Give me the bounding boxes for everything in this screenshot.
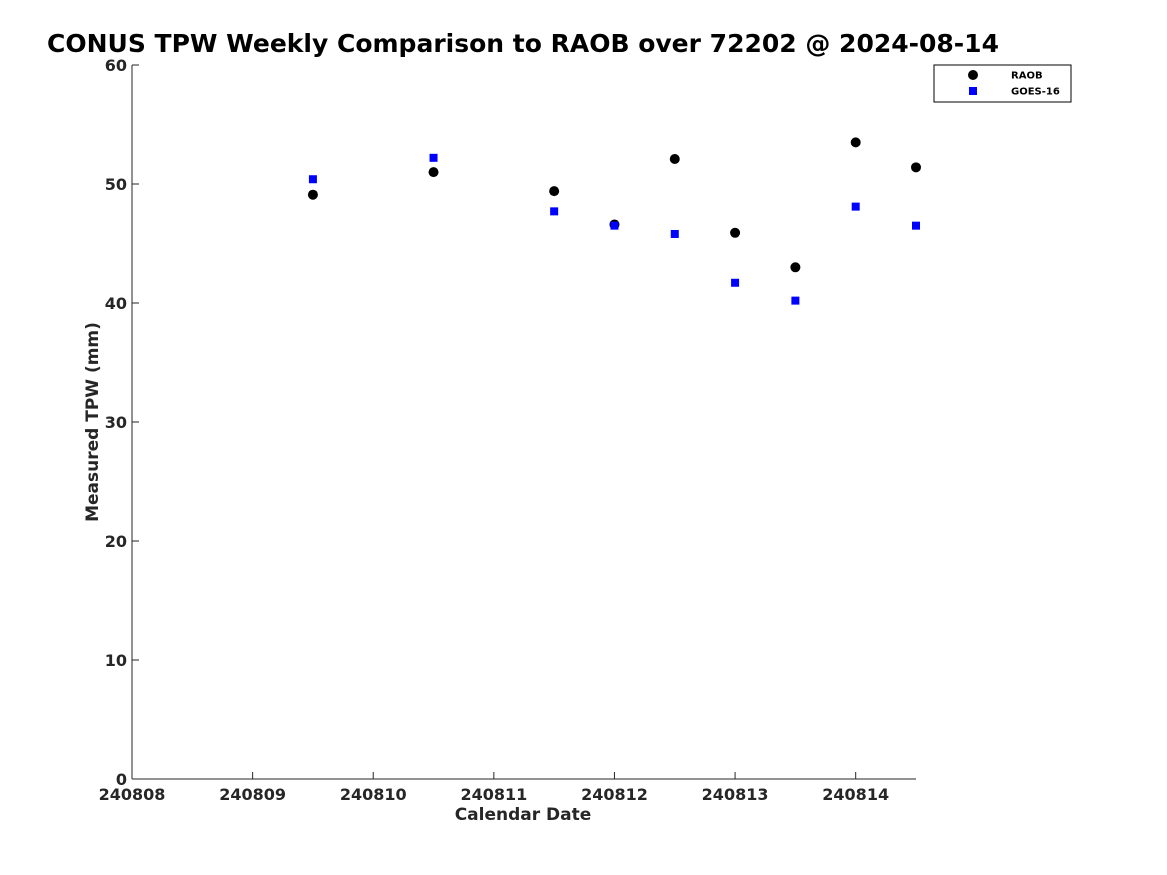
data-points: [307, 137, 921, 305]
x-tick-label: 240808: [99, 785, 166, 804]
x-tick-label: 240812: [581, 785, 648, 804]
raob-point: [669, 154, 680, 165]
goes-16-point: [610, 221, 619, 230]
x-axis-label: Calendar Date: [455, 805, 592, 825]
x-tick-label: 240809: [219, 785, 286, 804]
raob-point: [850, 137, 861, 148]
y-tick-label: 60: [105, 56, 127, 75]
goes-16-point: [851, 202, 860, 211]
x-tick-label: 240811: [460, 785, 527, 804]
y-tick-label: 50: [105, 175, 127, 194]
y-tick-label: 20: [105, 532, 127, 551]
x-tick-label: 240810: [340, 785, 407, 804]
goes-16-point: [308, 175, 317, 184]
goes-16-point: [912, 221, 920, 230]
y-tick-label: 30: [105, 413, 127, 432]
goes-16-point: [791, 296, 800, 305]
raob-point: [911, 162, 921, 173]
goes-16-point: [670, 229, 679, 238]
series-1: [308, 153, 920, 305]
axis-ticks: 0 10 20 30 40 50 60 240808 240809 240810 240811 240…: [99, 56, 889, 804]
y-tick-label: 40: [105, 294, 127, 313]
raob-point: [428, 167, 439, 178]
x-tick-label: 240814: [822, 785, 889, 804]
raob-point: [790, 262, 801, 273]
raob-point: [549, 186, 560, 197]
y-axis-label: Measured TPW (mm): [83, 322, 103, 522]
x-tick-label: 240813: [702, 785, 769, 804]
goes-16-point: [429, 153, 438, 162]
y-tick-label: 0: [116, 770, 127, 789]
legend-goes-16-marker: [969, 87, 977, 95]
goes-16-point: [731, 278, 740, 287]
raob-point: [307, 189, 318, 200]
legend-label: GOES-16: [1011, 87, 1060, 98]
legend-box: [933, 64, 1072, 103]
raob-point: [730, 227, 741, 238]
legend: RAOB GOES-16: [933, 64, 1072, 103]
legend-label: RAOB: [1011, 71, 1043, 82]
chart-title: CONUS TPW Weekly Comparison to RAOB over…: [47, 29, 999, 58]
axes: [131, 65, 916, 780]
series-0: [307, 137, 921, 273]
goes-16-point: [550, 207, 559, 216]
legend-raob-marker: [968, 70, 978, 80]
y-tick-label: 10: [105, 651, 127, 670]
